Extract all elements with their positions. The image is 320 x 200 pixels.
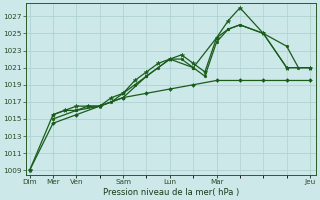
X-axis label: Pression niveau de la mer( hPa ): Pression niveau de la mer( hPa ) [103, 188, 239, 197]
